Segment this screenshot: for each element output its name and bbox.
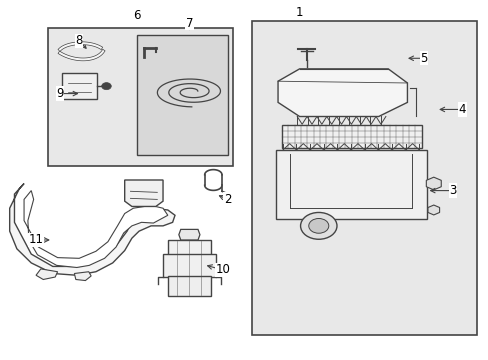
FancyBboxPatch shape — [48, 28, 232, 166]
Text: 2: 2 — [224, 193, 231, 206]
FancyBboxPatch shape — [275, 150, 426, 219]
Text: 8: 8 — [75, 34, 82, 47]
Circle shape — [300, 212, 336, 239]
Text: 11: 11 — [28, 234, 43, 247]
FancyBboxPatch shape — [137, 35, 227, 155]
Text: 3: 3 — [448, 184, 456, 197]
Polygon shape — [179, 229, 200, 240]
Text: 6: 6 — [133, 9, 140, 22]
FancyBboxPatch shape — [251, 21, 476, 335]
FancyBboxPatch shape — [281, 125, 421, 148]
Text: 7: 7 — [185, 17, 193, 30]
FancyBboxPatch shape — [167, 240, 210, 256]
Polygon shape — [74, 272, 91, 280]
Text: 4: 4 — [458, 103, 466, 116]
Polygon shape — [36, 269, 58, 279]
Text: 1: 1 — [295, 6, 303, 19]
Polygon shape — [278, 69, 407, 117]
Polygon shape — [10, 184, 175, 275]
Circle shape — [102, 83, 111, 90]
Text: 10: 10 — [215, 264, 230, 276]
Polygon shape — [24, 190, 167, 267]
FancyBboxPatch shape — [163, 254, 215, 277]
FancyBboxPatch shape — [167, 276, 210, 296]
FancyBboxPatch shape — [62, 73, 97, 99]
Polygon shape — [124, 180, 163, 207]
Circle shape — [308, 219, 328, 233]
Text: 5: 5 — [420, 52, 427, 65]
Text: 9: 9 — [56, 87, 63, 100]
